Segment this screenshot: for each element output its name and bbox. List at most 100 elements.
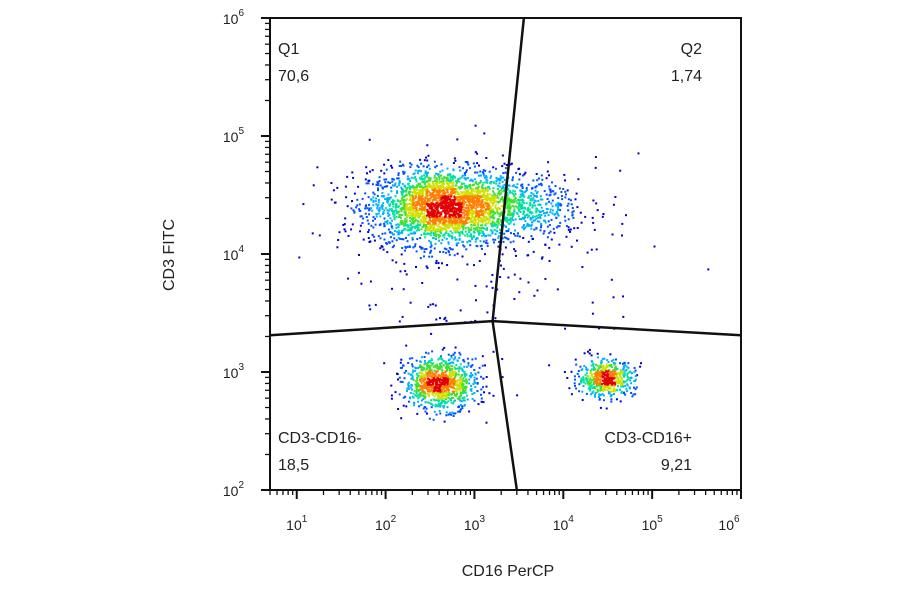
event-dot xyxy=(599,370,602,373)
event-dot xyxy=(476,198,479,201)
event-dot xyxy=(458,166,461,169)
event-dot xyxy=(391,199,394,202)
event-dot xyxy=(433,387,436,390)
event-dot xyxy=(482,217,485,220)
event-dot xyxy=(509,217,512,220)
event-dot xyxy=(477,213,480,215)
event-dot xyxy=(611,373,614,376)
event-dot xyxy=(598,396,600,398)
event-dot xyxy=(470,218,473,221)
event-dot xyxy=(464,380,466,383)
event-dot xyxy=(401,381,404,383)
event-dot xyxy=(622,380,625,383)
event-dot xyxy=(480,229,483,232)
event-dot xyxy=(453,393,456,396)
event-dot xyxy=(438,226,441,228)
event-dot xyxy=(434,230,437,233)
event-dot xyxy=(451,175,454,178)
event-dot xyxy=(408,229,411,232)
event-dot xyxy=(384,207,387,210)
event-dot xyxy=(512,212,515,215)
event-dot xyxy=(425,248,428,250)
event-dot xyxy=(459,226,462,229)
event-dot xyxy=(458,385,461,388)
event-dot xyxy=(432,384,435,387)
event-dot xyxy=(621,362,624,365)
event-dot xyxy=(619,375,622,378)
event-dot xyxy=(433,378,436,381)
event-dot xyxy=(524,220,527,223)
event-dot xyxy=(450,180,453,182)
event-dot xyxy=(407,233,410,236)
event-dot xyxy=(594,381,597,383)
event-dot xyxy=(429,375,432,378)
event-dot xyxy=(387,209,390,212)
event-dot xyxy=(399,380,402,383)
event-dot xyxy=(488,187,491,190)
event-dot xyxy=(415,383,418,386)
event-dot xyxy=(457,387,460,390)
event-dot xyxy=(463,391,466,394)
event-dot xyxy=(435,172,437,175)
event-dot xyxy=(501,185,504,188)
event-dot xyxy=(440,205,443,208)
event-dot xyxy=(400,253,403,256)
event-dot xyxy=(458,217,460,219)
event-dot xyxy=(614,373,617,376)
event-dot xyxy=(440,361,443,364)
event-dot xyxy=(423,207,426,210)
event-dot xyxy=(621,234,623,237)
event-dot xyxy=(499,276,502,278)
event-dot xyxy=(461,255,464,258)
event-dot xyxy=(439,390,441,392)
event-dot xyxy=(614,196,617,198)
event-dot xyxy=(594,393,597,396)
event-dot xyxy=(466,263,469,266)
event-dot xyxy=(448,373,451,376)
event-dot xyxy=(433,398,435,401)
event-dot xyxy=(439,403,442,406)
event-dot xyxy=(382,202,385,205)
event-dot xyxy=(604,369,606,372)
event-dot xyxy=(445,384,448,387)
event-dot xyxy=(497,218,500,220)
event-dot xyxy=(475,226,478,229)
event-dot xyxy=(486,188,489,191)
event-dot xyxy=(392,212,394,215)
event-dot xyxy=(386,221,389,223)
event-dot xyxy=(559,204,562,207)
event-dot xyxy=(442,197,444,200)
event-dot xyxy=(487,197,490,200)
event-dot xyxy=(576,227,579,229)
event-dot xyxy=(446,189,449,192)
event-dot xyxy=(587,350,589,353)
event-dot xyxy=(413,191,416,194)
event-dot xyxy=(391,232,394,234)
event-dot xyxy=(505,216,508,219)
event-dot xyxy=(510,232,512,235)
event-dot xyxy=(360,215,363,218)
event-dot xyxy=(576,239,578,242)
event-dot xyxy=(436,404,439,407)
event-dot xyxy=(610,377,613,379)
event-dot xyxy=(359,230,362,233)
event-dot xyxy=(474,386,477,389)
event-dot xyxy=(481,214,484,217)
event-dot xyxy=(439,191,442,193)
event-dot xyxy=(452,181,455,184)
event-dot xyxy=(549,191,552,193)
event-dot xyxy=(498,240,500,243)
event-dot xyxy=(424,218,427,221)
event-dot xyxy=(609,371,612,374)
event-dot xyxy=(439,230,441,233)
event-dot xyxy=(491,220,494,223)
event-dot xyxy=(409,186,411,189)
event-dot xyxy=(617,385,619,388)
event-dot xyxy=(521,226,524,229)
event-dot xyxy=(430,249,433,252)
event-dot xyxy=(468,202,471,205)
event-dot xyxy=(461,197,464,200)
event-dot xyxy=(591,301,594,304)
event-dot xyxy=(446,195,449,198)
event-dot xyxy=(426,197,429,200)
